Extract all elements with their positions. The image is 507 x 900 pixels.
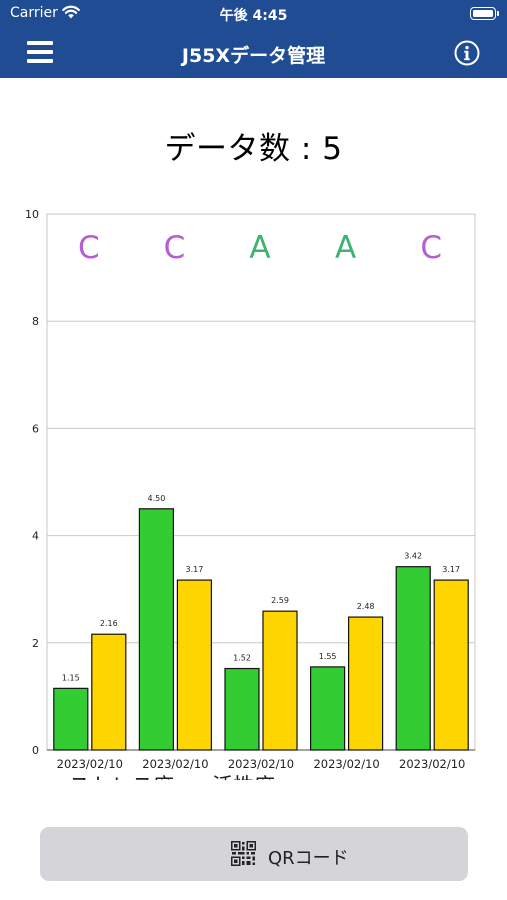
activity-bar [348,616,384,751]
data-label: 1.15 [62,673,80,682]
qr-code-icon [231,841,256,866]
data-label: 4.50 [147,494,165,503]
stress-bar [395,566,431,751]
x-tick-label: 2023/02/10 [228,757,294,771]
status-bar: Carrier 午後 4:45 [0,0,507,28]
data-count-label: データ数 : 5 [164,131,343,167]
navigation-bar: J55Xデータ管理 [0,28,507,78]
stress-bar [310,666,346,751]
x-tick-label: 2023/02/10 [57,757,123,771]
y-tick-label: 6 [32,422,39,435]
data-label: 3.17 [185,565,203,574]
activity-bar [262,610,298,751]
legend-label-stress: ストレス度 [69,774,174,780]
carrier-label: Carrier [10,5,58,21]
page-title: J55Xデータ管理 [181,45,326,67]
legend-label-activity: 活性度 [212,774,275,780]
activity-bar [176,579,212,751]
activity-bar [91,633,127,751]
y-tick-label: 8 [32,315,39,328]
y-tick-label: 0 [32,744,39,757]
y-tick-label: 4 [32,530,39,543]
data-label: 1.52 [233,654,251,663]
grade-label: C [420,230,442,266]
stress-bar [53,687,89,751]
x-tick-label: 2023/02/10 [399,757,465,771]
grade-label: C [164,230,186,266]
status-time: 午後 4:45 [219,8,288,24]
y-tick-label: 10 [25,208,39,221]
data-label: 1.55 [319,652,337,661]
bar-chart: 0 2 4 6 8 10 1.15 2.16 2023/02/10 C 4.50 3.17 2023/0… [25,208,476,780]
activity-bar [433,579,469,751]
data-label: 2.48 [357,602,375,611]
hamburger-menu-icon[interactable] [27,41,53,63]
data-label: 2.16 [100,619,118,628]
y-tick-label: 2 [32,637,39,650]
data-label: 3.42 [404,552,422,561]
data-label: 2.59 [271,596,289,605]
stress-bar [138,508,174,751]
grade-label: A [249,230,270,266]
battery-icon [470,7,496,20]
stress-bar [224,667,260,751]
grade-label: C [78,230,100,266]
x-tick-label: 2023/02/10 [142,757,208,771]
data-label: 3.17 [442,565,460,574]
battery-tip [497,11,499,16]
wifi-icon [62,5,80,19]
grade-label: A [335,230,356,266]
qr-code-button[interactable]: QRコード [40,827,468,881]
info-circle-icon[interactable] [454,40,480,66]
qr-code-button-label: QRコード [268,848,349,869]
x-tick-label: 2023/02/10 [313,757,379,771]
